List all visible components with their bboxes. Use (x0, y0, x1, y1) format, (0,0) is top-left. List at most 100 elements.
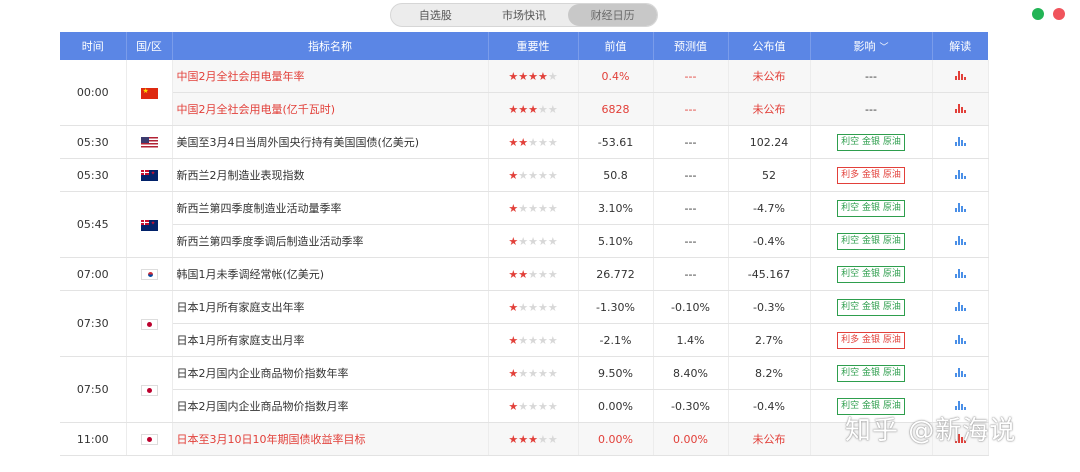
star-icon: ★ (508, 300, 519, 314)
bar-chart-icon[interactable] (955, 103, 966, 113)
table-row[interactable]: 05:45新西兰第四季度制造业活动量季率★★★★★3.10%----4.7%利空… (60, 191, 989, 258)
importance-stars: ★★★★★ (488, 92, 579, 126)
table-row[interactable]: 11:00 日本至3月10日10年期国债收益率目标 ★★★★★ 0.00% 0.00% 未… (60, 422, 989, 456)
region-cell (126, 290, 173, 357)
forecast-value: 0.00% (653, 422, 729, 456)
bar-chart-icon[interactable] (955, 400, 966, 410)
table-row[interactable]: 新西兰第四季度季调后制造业活动季率 ★★★★★ 5.10% --- -0.4% 利空 金银… (60, 224, 989, 258)
impact-cell: 利空 金银 原油 (810, 125, 933, 159)
table-row[interactable]: 07:30 日本1月所有家庭支出年率 ★★★★★ -1.30% -0.10% -0.3% 利… (60, 290, 989, 357)
tab-economic-calendar[interactable]: 财经日历 (568, 4, 657, 26)
bar-chart-icon[interactable] (955, 169, 966, 179)
impact-badge[interactable]: 利空 金银 原油 (837, 133, 905, 151)
actual-value: -4.7% (728, 191, 811, 225)
bar-chart-icon[interactable] (955, 136, 966, 146)
table-row[interactable]: 00:00中国2月全社会用电量年率★★★★★0.4%---未公布--- (60, 60, 989, 126)
region-cell (126, 191, 173, 258)
star-icon: ★ (528, 366, 538, 380)
impact-badge[interactable]: 利多 金银 原油 (837, 166, 905, 184)
indicator-name[interactable]: 中国2月全社会用电量(亿千瓦时) (172, 92, 489, 126)
star-icon: ★ (537, 366, 548, 380)
table-row[interactable]: 日本2月国内企业商品物价指数月率 ★★★★★ 0.00% -0.30% -0.4% 利空 … (60, 389, 989, 423)
red-status-icon[interactable] (1053, 8, 1065, 20)
forecast-value: -0.10% (653, 290, 729, 324)
previous-value: 5.10% (578, 224, 654, 258)
star-icon: ★ (528, 432, 538, 446)
bar-chart-icon[interactable] (955, 70, 966, 80)
economic-calendar-table: 时间 国/区 指标名称 重要性 前值 预测值 公布值 影响﹀ 解读 00:00 中… (60, 32, 989, 456)
actual-value: 未公布 (728, 92, 811, 126)
impact-cell: --- (810, 60, 933, 93)
indicator-name[interactable]: 日本1月所有家庭支出年率 (172, 290, 489, 324)
star-icon: ★ (508, 267, 519, 281)
analysis-cell (932, 422, 989, 456)
bar-chart-icon[interactable] (955, 433, 966, 443)
impact-badge[interactable]: 利空 金银 原油 (837, 364, 905, 382)
star-icon: ★ (518, 300, 529, 314)
star-icon: ★ (547, 69, 558, 83)
table-row[interactable]: 05:30 美国至3月4日当周外国央行持有美国国债(亿美元) ★★★★★ -53.61… (60, 125, 989, 159)
forecast-value: 8.40% (653, 356, 729, 390)
col-forecast: 预测值 (653, 32, 729, 60)
indicator-name[interactable]: 中国2月全社会用电量年率 (172, 60, 489, 93)
impact-badge[interactable]: 利空 金银 原油 (837, 397, 905, 415)
tab-market-news[interactable]: 市场快讯 (502, 9, 546, 22)
star-icon: ★ (537, 300, 548, 314)
col-impact[interactable]: 影响 ﹀ (810, 32, 933, 60)
indicator-name[interactable]: 日本2月国内企业商品物价指数月率 (172, 389, 489, 423)
indicator-name[interactable]: 新西兰2月制造业表现指数 (172, 158, 489, 192)
importance-stars: ★★★★★ (488, 158, 579, 192)
table-row[interactable]: 07:50 日本2月国内企业商品物价指数年率 ★★★★★ 9.50% 8.40% 8.2%… (60, 356, 989, 423)
indicator-name[interactable]: 日本至3月10日10年期国债收益率目标 (172, 422, 489, 456)
indicator-name[interactable]: 新西兰第四季度季调后制造业活动季率 (172, 224, 489, 258)
bar-chart-icon[interactable] (955, 268, 966, 278)
impact-cell: 利空 金银 原油 (810, 191, 933, 225)
top-bar: 自选股 市场快讯 财经日历 (0, 0, 1080, 31)
green-status-icon[interactable] (1032, 8, 1044, 20)
star-icon: ★ (528, 267, 538, 281)
star-icon: ★ (528, 69, 538, 83)
jp-flag-icon (140, 434, 158, 445)
bar-chart-icon[interactable] (955, 367, 966, 377)
bar-chart-icon[interactable] (955, 301, 966, 311)
impact-badge[interactable]: 利空 金银 原油 (837, 199, 905, 217)
col-analysis: 解读 (932, 32, 988, 60)
star-icon: ★ (537, 234, 548, 248)
region-cell (126, 257, 173, 291)
impact-badge[interactable]: 利多 金银 原油 (837, 331, 905, 349)
bar-chart-icon[interactable] (955, 202, 966, 212)
bar-chart-icon[interactable] (955, 235, 966, 245)
previous-value: -2.1% (578, 323, 654, 357)
analysis-cell (932, 290, 989, 324)
jp-flag-icon (140, 384, 158, 396)
event-time: 00:00 (60, 60, 127, 126)
impact-badge[interactable]: 利空 金银 原油 (837, 298, 905, 316)
indicator-name[interactable]: 日本2月国内企业商品物价指数年率 (172, 356, 489, 390)
star-icon: ★ (508, 135, 519, 149)
indicator-name[interactable]: 美国至3月4日当周外国央行持有美国国债(亿美元) (172, 125, 489, 159)
importance-stars: ★★★★★ (488, 422, 579, 456)
impact-badge[interactable]: 利空 金银 原油 (837, 232, 905, 250)
table-row[interactable]: 中国2月全社会用电量(亿千瓦时) ★★★★★ 6828 --- 未公布 --- (60, 92, 989, 126)
impact-cell: 利多 金银 原油 (810, 323, 933, 357)
indicator-name[interactable]: 新西兰第四季度制造业活动量季率 (172, 191, 489, 225)
bar-chart-icon[interactable] (955, 334, 966, 344)
table-row[interactable]: 07:00 韩国1月未季调经常帐(亿美元) ★★★★★ 26.772 --- -45.16… (60, 257, 989, 291)
star-icon: ★ (537, 432, 548, 446)
us-flag-icon (140, 137, 158, 148)
importance-stars: ★★★★★ (488, 257, 579, 291)
jp-flag-icon (140, 318, 158, 330)
impact-badge[interactable]: 利空 金银 原油 (837, 265, 905, 283)
analysis-cell (932, 323, 989, 357)
indicator-name[interactable]: 韩国1月未季调经常帐(亿美元) (172, 257, 489, 291)
previous-value: 50.8 (578, 158, 654, 192)
importance-stars: ★★★★★ (488, 191, 579, 225)
analysis-cell (932, 191, 989, 225)
star-icon: ★ (537, 135, 548, 149)
tab-watchlist[interactable]: 自选股 (418, 9, 452, 22)
col-time: 时间 (60, 32, 127, 60)
table-row[interactable]: 日本1月所有家庭支出月率 ★★★★★ -2.1% 1.4% 2.7% 利多 金银 原油 (60, 323, 989, 357)
chevron-down-icon[interactable]: ﹀ (879, 43, 889, 53)
indicator-name[interactable]: 日本1月所有家庭支出月率 (172, 323, 489, 357)
